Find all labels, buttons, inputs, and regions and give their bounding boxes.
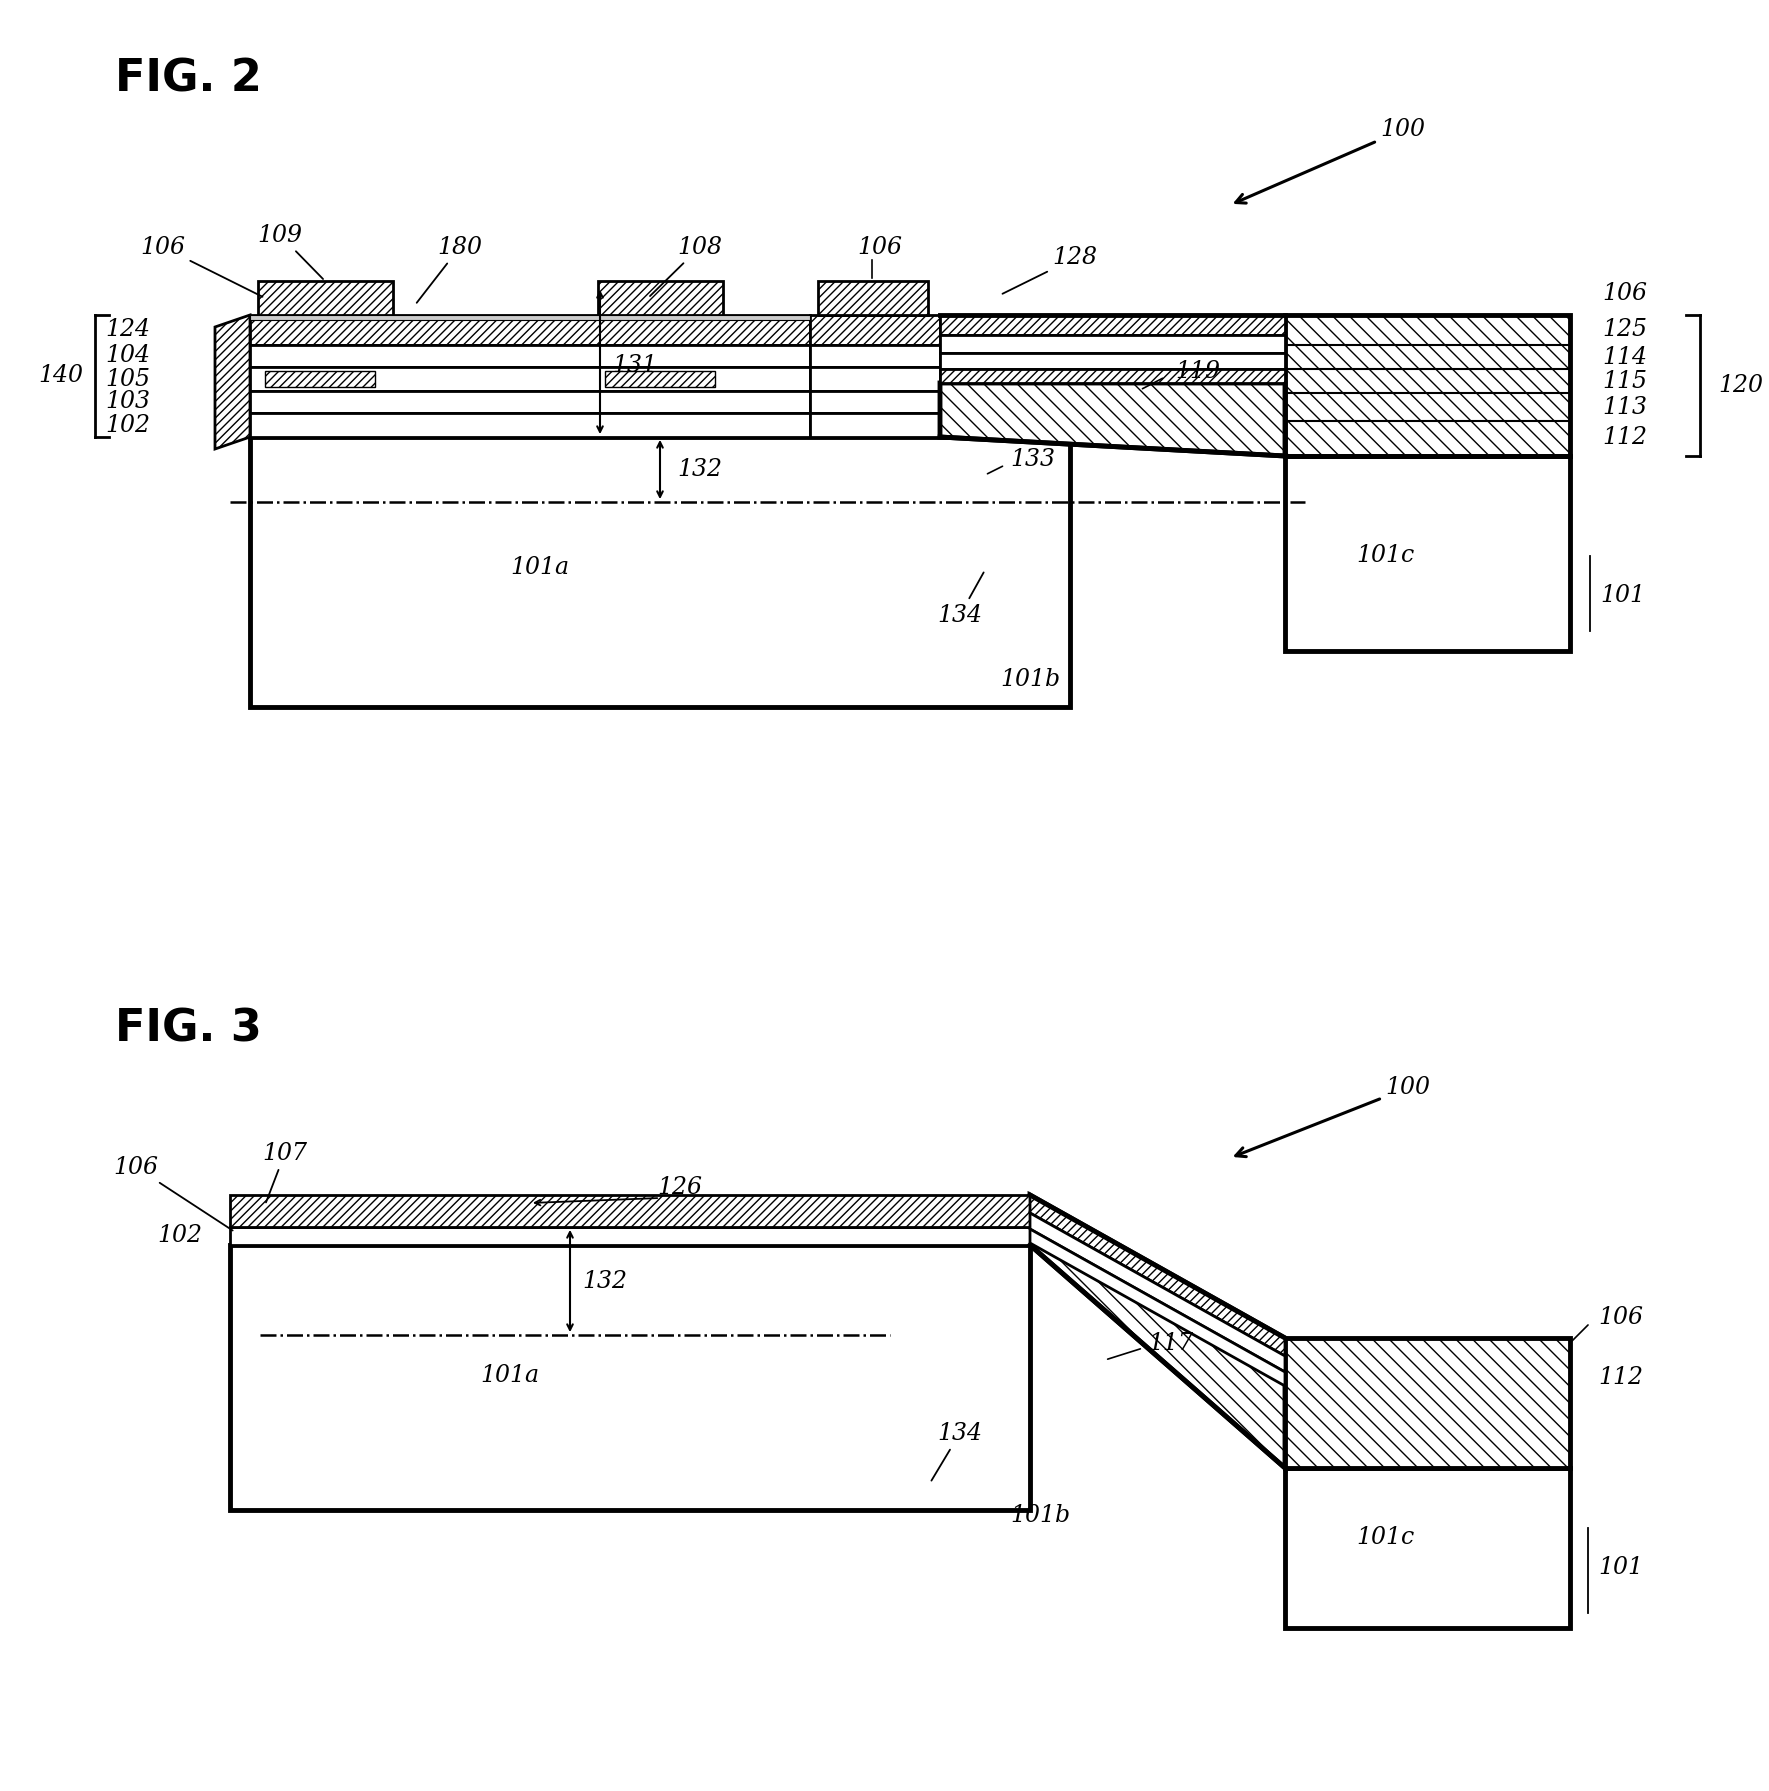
Bar bbox=[265, 371, 375, 387]
Bar bbox=[258, 281, 393, 315]
Bar bbox=[605, 371, 715, 387]
Text: 105: 105 bbox=[104, 367, 150, 390]
Text: 113: 113 bbox=[1603, 396, 1647, 419]
Text: 112: 112 bbox=[1597, 1367, 1643, 1390]
Bar bbox=[1284, 315, 1571, 457]
Text: 133: 133 bbox=[1010, 448, 1054, 471]
Text: 101: 101 bbox=[1597, 1556, 1643, 1580]
Bar bbox=[810, 390, 939, 414]
Text: 100: 100 bbox=[1237, 1076, 1429, 1157]
Text: 132: 132 bbox=[678, 458, 722, 482]
Text: FIG. 3: FIG. 3 bbox=[115, 1008, 262, 1051]
Text: 106: 106 bbox=[1603, 281, 1647, 304]
Polygon shape bbox=[939, 369, 1284, 383]
Text: 100: 100 bbox=[1237, 118, 1426, 202]
Text: 119: 119 bbox=[1175, 360, 1221, 383]
Bar bbox=[810, 346, 939, 367]
Bar bbox=[1284, 1469, 1571, 1628]
Bar bbox=[1284, 1338, 1571, 1469]
Text: 126: 126 bbox=[658, 1177, 702, 1200]
Text: 109: 109 bbox=[258, 224, 324, 279]
Bar bbox=[810, 315, 939, 346]
Bar bbox=[249, 315, 810, 321]
Text: 134: 134 bbox=[932, 1422, 982, 1481]
Text: 101c: 101c bbox=[1355, 544, 1413, 568]
Text: 115: 115 bbox=[1603, 369, 1647, 392]
Text: 124: 124 bbox=[104, 319, 150, 342]
Bar bbox=[230, 1195, 1030, 1227]
Text: 101c: 101c bbox=[1355, 1526, 1413, 1549]
Text: 108: 108 bbox=[649, 235, 722, 296]
Text: 106: 106 bbox=[858, 235, 902, 258]
Text: 112: 112 bbox=[1603, 426, 1647, 450]
Text: 102: 102 bbox=[104, 414, 150, 437]
Text: 114: 114 bbox=[1603, 346, 1647, 369]
Text: 125: 125 bbox=[1603, 319, 1647, 342]
Bar bbox=[249, 414, 810, 437]
Text: 117: 117 bbox=[1148, 1331, 1192, 1354]
Bar bbox=[230, 1227, 1030, 1245]
Bar bbox=[249, 437, 1070, 707]
Text: 104: 104 bbox=[104, 344, 150, 367]
Text: 106: 106 bbox=[140, 235, 262, 297]
Bar bbox=[810, 414, 939, 437]
Bar bbox=[249, 315, 810, 346]
Bar bbox=[249, 346, 810, 367]
Bar bbox=[817, 281, 929, 315]
Bar bbox=[598, 281, 724, 315]
Bar bbox=[230, 1245, 1030, 1510]
Text: 132: 132 bbox=[582, 1270, 628, 1293]
Polygon shape bbox=[939, 315, 1284, 335]
Text: 107: 107 bbox=[262, 1141, 308, 1202]
Text: 101b: 101b bbox=[999, 668, 1060, 691]
Bar bbox=[810, 367, 939, 390]
Bar bbox=[249, 367, 810, 390]
Polygon shape bbox=[939, 383, 1284, 457]
Text: 134: 134 bbox=[938, 573, 984, 627]
Polygon shape bbox=[1030, 1213, 1284, 1372]
Polygon shape bbox=[1030, 1195, 1284, 1356]
Polygon shape bbox=[216, 315, 249, 450]
Polygon shape bbox=[939, 335, 1284, 353]
Text: 140: 140 bbox=[37, 365, 83, 387]
Text: 101a: 101a bbox=[481, 1363, 540, 1386]
Bar bbox=[1284, 457, 1571, 650]
Bar bbox=[249, 390, 810, 414]
Text: 101a: 101a bbox=[511, 555, 570, 578]
Polygon shape bbox=[1030, 1195, 1284, 1469]
Text: 131: 131 bbox=[612, 355, 658, 378]
Text: 180: 180 bbox=[417, 235, 483, 303]
Text: 102: 102 bbox=[157, 1225, 202, 1248]
Text: 120: 120 bbox=[1718, 374, 1764, 398]
Text: 103: 103 bbox=[104, 390, 150, 414]
Text: 101: 101 bbox=[1599, 584, 1645, 607]
Text: 106: 106 bbox=[113, 1155, 234, 1230]
Text: 101b: 101b bbox=[1010, 1504, 1070, 1528]
Polygon shape bbox=[939, 353, 1284, 369]
Polygon shape bbox=[1030, 1229, 1284, 1386]
Text: 128: 128 bbox=[1003, 247, 1097, 294]
Text: 106: 106 bbox=[1597, 1306, 1643, 1329]
Text: FIG. 2: FIG. 2 bbox=[115, 57, 262, 100]
